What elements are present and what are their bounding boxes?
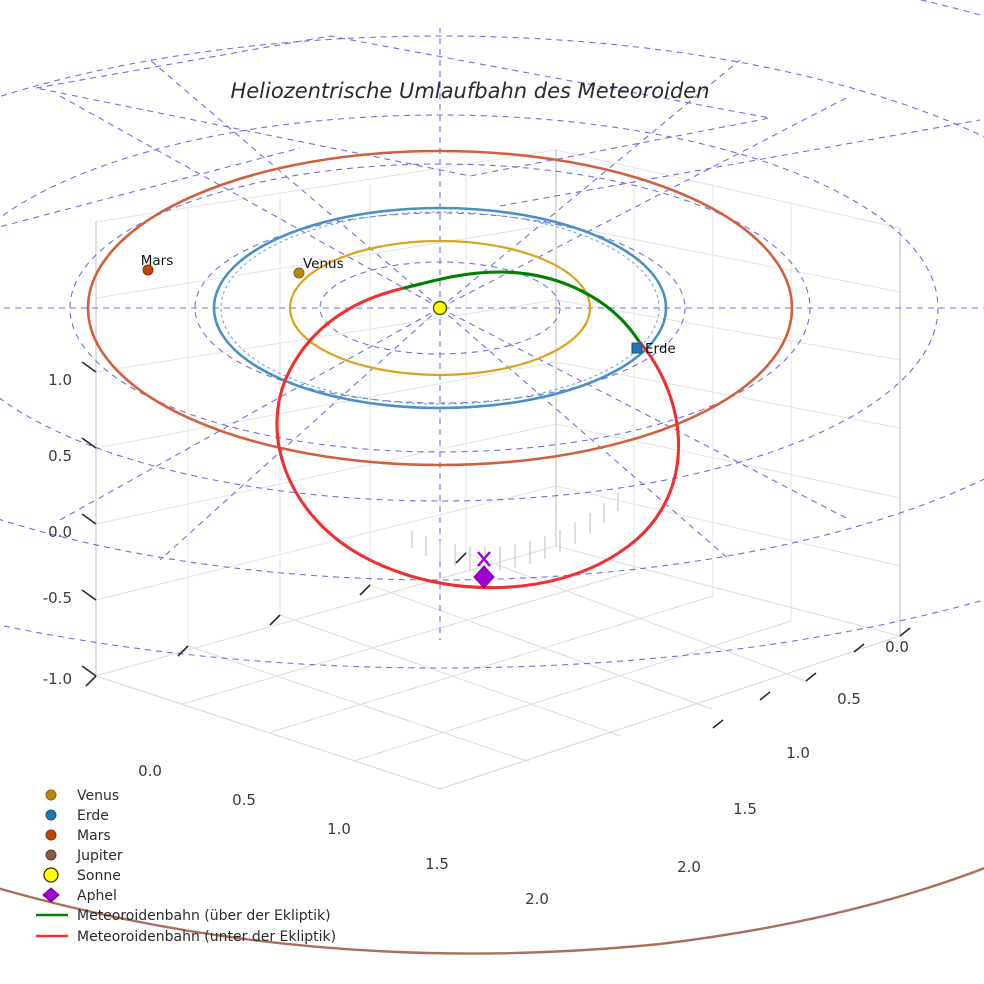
z-tick-4: -1.0 xyxy=(43,670,72,688)
x-tick-3: 1.5 xyxy=(425,855,449,873)
dashed-reference-grid xyxy=(0,0,984,669)
erde-marker-icon xyxy=(45,809,57,821)
sonne-marker-icon xyxy=(43,867,59,883)
meteoroid-orbit-above-ecliptic xyxy=(402,270,640,342)
label-erde: Erde xyxy=(645,341,676,357)
tick-marks xyxy=(81,361,911,729)
marker-erde xyxy=(631,342,643,354)
legend-label-sonne: Sonne xyxy=(77,868,121,884)
legend-label-meteoroid-below: Meteoroidenbahn (unter der Ekliptik) xyxy=(77,929,336,945)
marker-venus xyxy=(293,267,305,279)
z-axis-tick-labels: 1.0 0.5 0.0 -0.5 -1.0 xyxy=(43,371,72,688)
legend-item-meteoroid-above[interactable]: Meteoroidenbahn (über der Ekliptik) xyxy=(36,908,331,924)
mars-marker-icon xyxy=(45,829,57,841)
y-tick-3: 1.5 xyxy=(733,800,757,818)
legend-label-meteoroid-above: Meteoroidenbahn (über der Ekliptik) xyxy=(77,908,331,924)
marker-aphel xyxy=(473,551,495,589)
y-tick-0: 0.0 xyxy=(885,638,909,656)
legend-label-jupiter: Jupiter xyxy=(76,848,123,864)
orbit-mars xyxy=(86,149,794,467)
label-mars: Mars xyxy=(141,253,174,269)
box-edges xyxy=(95,150,901,676)
legend-item-erde[interactable]: Erde xyxy=(45,808,109,824)
orbit-jupiter xyxy=(0,867,984,955)
x-tick-2: 1.0 xyxy=(327,820,351,838)
legend-item-sonne[interactable]: Sonne xyxy=(43,867,121,884)
legend: Venus Erde Mars Jupiter Sonne xyxy=(36,788,336,945)
x-axis-tick-labels: 0.0 0.5 1.0 1.5 2.0 xyxy=(138,762,549,908)
y-tick-2: 1.0 xyxy=(786,744,810,762)
legend-item-meteoroid-below[interactable]: Meteoroidenbahn (unter der Ekliptik) xyxy=(36,929,336,945)
z-tick-0: 1.0 xyxy=(48,371,72,389)
y-tick-1: 0.5 xyxy=(837,690,861,708)
x-tick-4: 2.0 xyxy=(525,890,549,908)
legend-item-venus[interactable]: Venus xyxy=(45,788,119,804)
orbit-venus xyxy=(288,239,592,377)
venus-marker-icon xyxy=(45,789,57,801)
legend-label-aphel: Aphel xyxy=(77,888,117,904)
legend-label-erde: Erde xyxy=(77,808,109,824)
y-tick-4: 2.0 xyxy=(677,858,701,876)
marker-sonne xyxy=(432,300,448,316)
y-axis-tick-labels: 0.0 0.5 1.0 1.5 2.0 xyxy=(677,638,909,876)
legend-item-aphel[interactable]: Aphel xyxy=(42,887,117,904)
legend-item-mars[interactable]: Mars xyxy=(45,828,111,844)
aphel-marker-icon xyxy=(42,887,60,903)
body-annotations: Mars Venus Erde xyxy=(141,253,676,357)
z-tick-3: -0.5 xyxy=(43,589,72,607)
legend-label-mars: Mars xyxy=(77,828,111,844)
x-tick-1: 0.5 xyxy=(232,791,256,809)
x-tick-0: 0.0 xyxy=(138,762,162,780)
meteoroid-orbit-below-ecliptic xyxy=(275,286,681,590)
z-tick-2: 0.0 xyxy=(48,523,72,541)
orbit-erde xyxy=(212,206,668,410)
page-title: Heliozentrische Umlaufbahn des Meteoroid… xyxy=(230,79,709,103)
legend-label-venus: Venus xyxy=(77,788,119,804)
jupiter-marker-icon xyxy=(45,849,57,861)
label-venus: Venus xyxy=(303,256,344,272)
z-tick-1: 0.5 xyxy=(48,447,72,465)
marker-mars xyxy=(142,264,154,276)
legend-item-jupiter[interactable]: Jupiter xyxy=(45,848,123,864)
